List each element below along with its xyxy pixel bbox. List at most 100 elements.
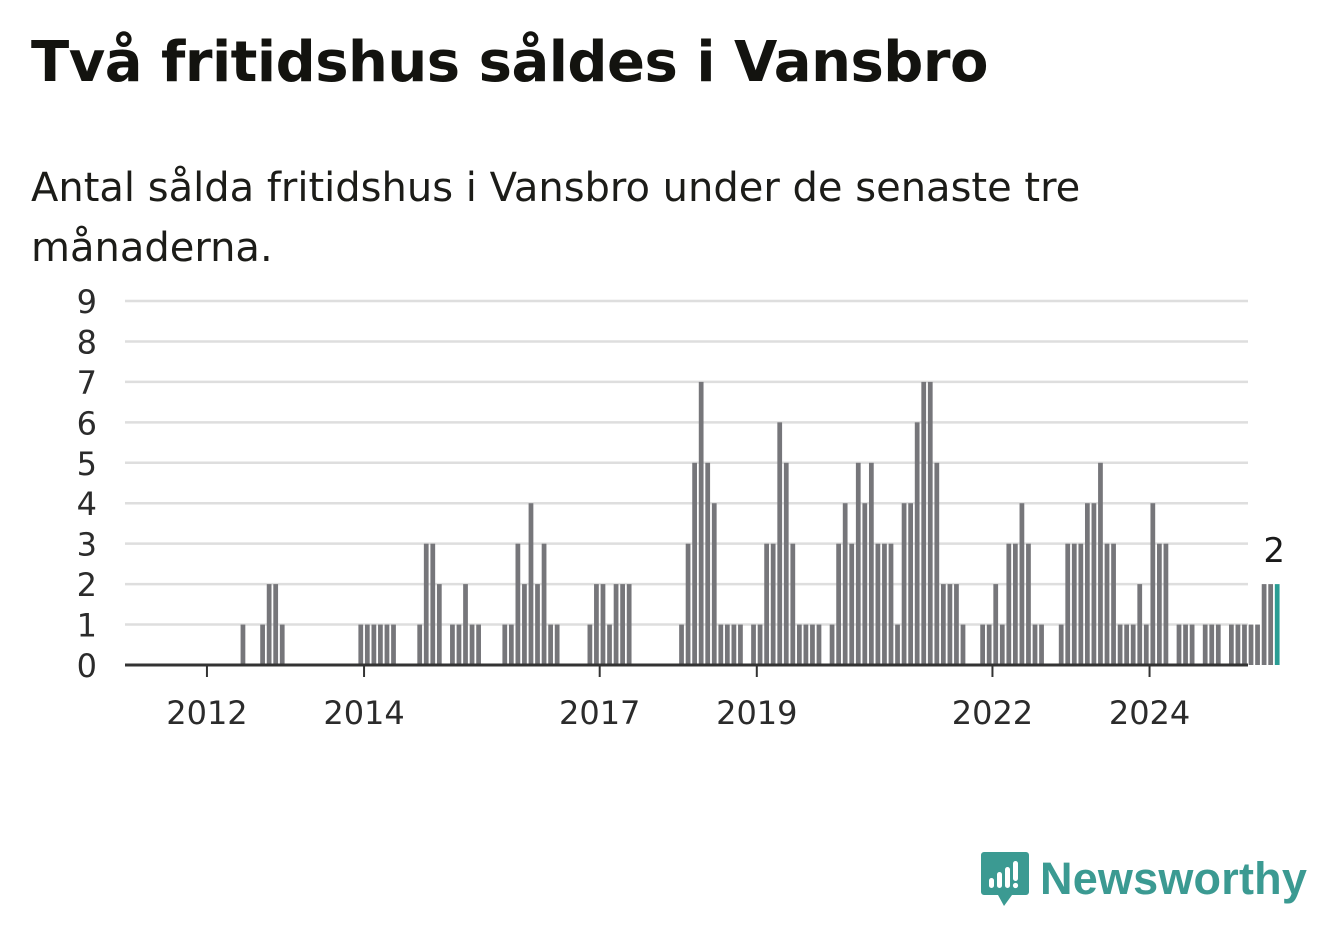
bar <box>1078 543 1084 665</box>
bar <box>600 584 606 665</box>
bar <box>1189 624 1195 665</box>
highlighted-bar <box>1274 584 1280 665</box>
bar <box>1084 503 1090 665</box>
bar <box>528 503 534 665</box>
bar <box>770 543 776 665</box>
bar <box>862 503 868 665</box>
bar <box>1176 624 1182 665</box>
bar <box>960 624 966 665</box>
bar <box>927 381 933 665</box>
bar <box>1202 624 1208 665</box>
bar <box>1215 624 1221 665</box>
bar <box>868 462 874 665</box>
bar <box>855 462 861 665</box>
bar <box>1268 584 1274 665</box>
newsworthy-logo: Newsworthy <box>980 850 1307 908</box>
bar <box>1019 503 1025 665</box>
bar <box>738 624 743 665</box>
bar <box>1117 624 1123 665</box>
bar <box>1143 624 1149 665</box>
bar <box>1124 624 1130 665</box>
bar <box>685 543 691 665</box>
bar <box>921 381 927 665</box>
bar <box>613 584 619 665</box>
bar <box>875 543 881 665</box>
bar <box>829 624 835 665</box>
y-tick-label: 9 <box>77 283 97 321</box>
bar <box>980 624 986 665</box>
bar <box>1183 624 1188 665</box>
bar <box>541 543 547 665</box>
bar <box>882 543 887 665</box>
x-tick-label: 2012 <box>166 694 247 732</box>
bar <box>901 503 907 665</box>
bar <box>1137 584 1143 665</box>
bar <box>364 624 370 665</box>
y-tick-label: 2 <box>77 566 97 604</box>
bar <box>1209 624 1215 665</box>
chart-subtitle: Antal sålda fritidshus i Vansbro under d… <box>31 165 1081 271</box>
bar <box>1157 543 1162 665</box>
bar <box>1248 624 1254 665</box>
bar <box>436 584 442 665</box>
bar <box>1104 543 1110 665</box>
bar <box>371 624 377 665</box>
bar <box>620 584 625 665</box>
bar <box>1032 624 1038 665</box>
bar <box>554 624 560 665</box>
bar <box>1006 543 1012 665</box>
bar <box>888 543 894 665</box>
bar <box>1150 503 1156 665</box>
y-tick-label: 4 <box>77 485 97 523</box>
bar <box>705 462 711 665</box>
bar <box>1255 624 1260 665</box>
x-tick-label: 2022 <box>952 694 1033 732</box>
bar <box>1130 624 1136 665</box>
bar <box>698 381 704 665</box>
bar <box>279 624 285 665</box>
bar <box>508 624 514 665</box>
bar <box>1261 584 1267 665</box>
x-tick-label: 2019 <box>716 694 797 732</box>
bar <box>731 624 737 665</box>
bar <box>796 624 802 665</box>
bar <box>522 584 527 665</box>
bar <box>240 624 246 665</box>
bar <box>816 624 822 665</box>
bar <box>417 624 423 665</box>
bar <box>895 624 900 665</box>
y-tick-label: 7 <box>77 364 97 402</box>
bar <box>810 624 815 665</box>
bar <box>626 584 632 665</box>
bar <box>954 584 959 665</box>
bar <box>450 624 455 665</box>
bar <box>777 422 783 665</box>
bar <box>594 584 599 665</box>
bar <box>803 624 809 665</box>
bar <box>1058 624 1064 665</box>
bar <box>934 462 940 665</box>
bar <box>1071 543 1077 665</box>
bar <box>1111 543 1116 665</box>
bar <box>914 422 920 665</box>
bar <box>423 543 429 665</box>
bar <box>751 624 756 665</box>
bar <box>587 624 593 665</box>
bar <box>260 624 265 665</box>
y-tick-label: 1 <box>77 607 97 645</box>
bar <box>456 624 462 665</box>
chart-title: Två fritidshus såldes i Vansbro <box>31 30 988 95</box>
bar <box>993 584 999 665</box>
bar <box>947 584 953 665</box>
x-tick-label: 2017 <box>559 694 640 732</box>
bar <box>1039 624 1044 665</box>
bar <box>266 584 272 665</box>
bar <box>1012 543 1018 665</box>
bar <box>463 584 468 665</box>
bar <box>391 624 396 665</box>
y-tick-label: 6 <box>77 404 97 442</box>
bar <box>908 503 913 665</box>
bar <box>836 543 841 665</box>
bar <box>986 624 992 665</box>
bar <box>718 624 724 665</box>
